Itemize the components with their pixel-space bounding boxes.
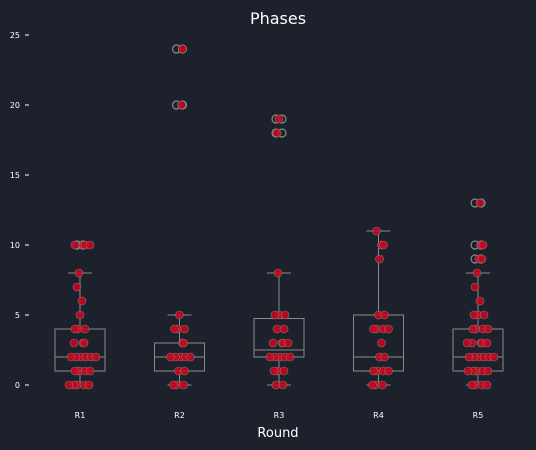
box-R1 [54, 328, 106, 372]
data-point [186, 352, 195, 362]
data-point [75, 310, 85, 320]
data-point [166, 352, 175, 362]
data-point [469, 310, 479, 320]
data-point [380, 352, 389, 362]
data-point [283, 338, 293, 348]
data-point [70, 324, 80, 334]
y-tick-label: 0 [15, 381, 20, 390]
y-tick-label: 25 [10, 31, 20, 40]
data-point [489, 352, 499, 362]
data-point [384, 366, 393, 376]
x-tick-label: R4 [373, 411, 384, 420]
data-point [477, 254, 487, 264]
data-point [180, 366, 189, 376]
data-point [80, 324, 90, 334]
data-point [274, 114, 284, 124]
data-point [64, 380, 74, 390]
data-point [280, 310, 290, 320]
y-tick-label: 20 [10, 101, 20, 110]
x-axis-label: Round [257, 426, 298, 441]
data-point [178, 44, 187, 54]
data-point [378, 380, 387, 390]
data-point [175, 310, 184, 320]
data-point [180, 324, 189, 334]
data-point [285, 352, 295, 362]
data-point [169, 380, 178, 390]
data-point [375, 254, 384, 264]
data-point [478, 240, 488, 250]
data-point [72, 282, 82, 292]
data-point [269, 366, 279, 376]
data-point [85, 240, 95, 250]
data-point [79, 338, 89, 348]
box-group [54, 44, 504, 386]
data-point [279, 366, 289, 376]
data-point [379, 240, 388, 250]
data-point [70, 366, 80, 376]
data-point [470, 282, 480, 292]
data-point [84, 380, 94, 390]
y-tick-label: 15 [10, 171, 20, 180]
chart-title: Phases [250, 9, 306, 28]
data-point [273, 268, 283, 278]
data-point [77, 296, 87, 306]
data-point [462, 338, 472, 348]
point-group [64, 44, 499, 390]
data-point [74, 268, 84, 278]
data-point [483, 366, 493, 376]
data-point [475, 198, 485, 208]
x-axis: R1 R2 R3 R4 R5 [75, 411, 484, 420]
y-axis: 0 5 10 15 20 25 [10, 31, 29, 390]
data-point [179, 338, 188, 348]
data-point [279, 324, 289, 334]
y-tick-label: 10 [10, 241, 20, 250]
data-point [272, 128, 282, 138]
x-tick-label: R5 [473, 411, 484, 420]
data-point [369, 366, 378, 376]
data-point [483, 324, 493, 334]
data-point [268, 338, 278, 348]
data-point [475, 296, 485, 306]
x-tick-label: R1 [75, 411, 86, 420]
box-R5 [452, 328, 504, 372]
data-point [85, 366, 95, 376]
data-point [468, 324, 478, 334]
data-point [482, 380, 492, 390]
data-point [69, 338, 79, 348]
data-point [265, 352, 275, 362]
data-point [472, 268, 482, 278]
data-point [70, 240, 80, 250]
data-point [66, 352, 76, 362]
data-point [467, 380, 477, 390]
box-R3 [253, 318, 305, 358]
data-point [278, 380, 288, 390]
data-point [377, 338, 386, 348]
data-point [464, 352, 474, 362]
data-point [384, 324, 393, 334]
data-point [463, 366, 473, 376]
data-point [177, 100, 186, 110]
data-point [179, 380, 188, 390]
y-tick-label: 5 [15, 311, 20, 320]
data-point [372, 226, 381, 236]
data-point [91, 352, 101, 362]
data-point [479, 310, 489, 320]
data-point [482, 338, 492, 348]
x-tick-label: R3 [274, 411, 285, 420]
x-tick-label: R2 [174, 411, 185, 420]
data-point [369, 324, 378, 334]
data-point [368, 380, 377, 390]
data-point [380, 310, 389, 320]
data-point [170, 324, 179, 334]
data-point [270, 310, 280, 320]
